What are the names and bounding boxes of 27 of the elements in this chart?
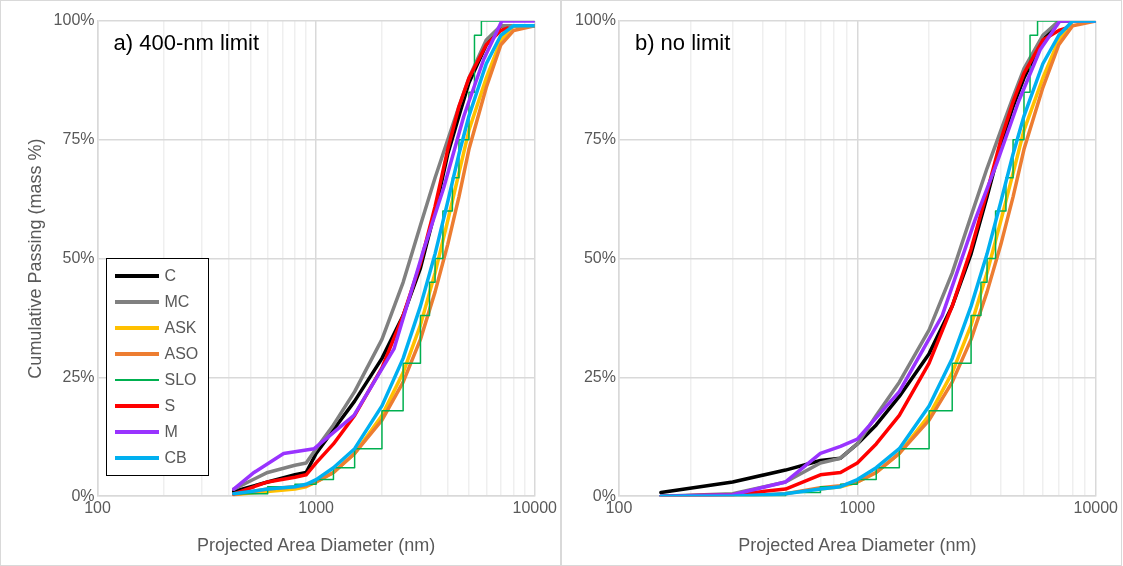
y-tick-label: 75% <box>583 130 616 148</box>
legend-label: ASO <box>164 345 199 364</box>
chart-title: b) no limit <box>634 30 731 56</box>
legend-label: ASK <box>164 319 197 338</box>
x-axis-title: Projected Area Diameter (nm) <box>738 535 977 556</box>
y-tick-label: 25% <box>583 367 616 385</box>
x-tick-label: 100 <box>84 499 111 517</box>
y-tick-label: 100% <box>575 11 616 29</box>
y-tick-label: 75% <box>62 130 95 148</box>
y-tick-label: 50% <box>583 249 616 267</box>
x-tick-label: 10000 <box>512 499 558 517</box>
x-tick-label: 100 <box>605 499 633 517</box>
legend-label: M <box>164 423 178 442</box>
y-tick-label: 25% <box>62 367 95 385</box>
legend-label: CB <box>164 449 187 468</box>
x-axis-title: Projected Area Diameter (nm) <box>197 535 436 556</box>
x-tick-label: 1000 <box>298 499 335 517</box>
legend-label: SLO <box>164 371 197 390</box>
x-tick-label: 1000 <box>839 499 876 517</box>
legend-label: MC <box>164 293 190 312</box>
y-axis-title: Cumulative Passing (mass %) <box>24 138 45 379</box>
y-tick-label: 100% <box>53 11 95 29</box>
x-tick-label: 10000 <box>1073 499 1119 517</box>
legend-label: C <box>164 267 177 286</box>
y-tick-label: 50% <box>62 249 95 267</box>
chart-title: a) 400-nm limit <box>113 30 260 56</box>
legend-label: S <box>164 397 176 416</box>
